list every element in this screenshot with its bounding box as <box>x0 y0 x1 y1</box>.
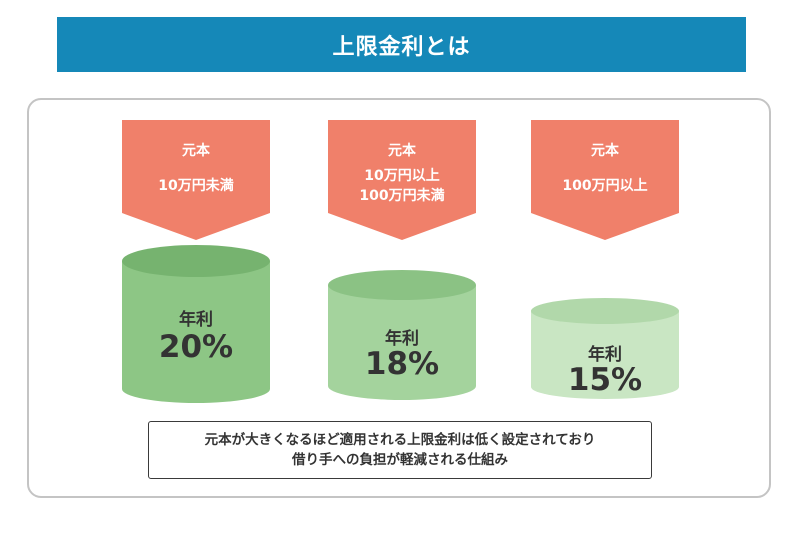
principal-range-line: 100万円以上 <box>562 178 648 194</box>
principal-label: 元本 <box>182 143 210 159</box>
cylinder-shape <box>122 245 270 403</box>
principal-range-line: 10万円未満 <box>158 178 234 194</box>
principal-banner: 元本 10万円未満 <box>122 120 270 240</box>
principal-label: 元本 <box>388 143 416 159</box>
rate-value: 20% <box>158 329 234 365</box>
comparison-panel <box>27 98 771 498</box>
principal-range: 100万円以上 <box>562 176 647 196</box>
note-line: 元本が大きくなるほど適用される上限金利は低く設定されており <box>204 432 596 448</box>
rate-value: 18% <box>364 346 440 382</box>
cylinder-shape <box>531 298 679 399</box>
principal-label: 元本 <box>591 143 619 159</box>
principal-range-line: 100万円未満 <box>359 188 445 204</box>
principal-banner: 元本 100万円以上 <box>531 120 679 240</box>
principal-range: 10万円未満 <box>158 176 233 196</box>
explanation-note: 元本が大きくなるほど適用される上限金利は低く設定されており 借り手への負担が軽減… <box>148 421 652 479</box>
arrow-banner-shape <box>328 120 476 240</box>
principal-range-line: 10万円以上 <box>364 168 440 184</box>
principal-banner: 元本 10万円以上 100万円未満 <box>328 120 476 240</box>
arrow-banner-shape <box>122 120 270 240</box>
rate-label: 年利 <box>385 329 419 349</box>
note-line: 借り手への負担が軽減される仕組み <box>292 452 508 468</box>
cylinder-shape <box>328 270 476 400</box>
rate-value: 15% <box>567 362 643 398</box>
arrow-banner-shape <box>531 120 679 240</box>
rate-label: 年利 <box>588 345 622 365</box>
page-title: 上限金利とは <box>57 17 746 72</box>
rate-label: 年利 <box>179 310 213 330</box>
principal-range: 10万円以上 100万円未満 <box>359 166 444 206</box>
